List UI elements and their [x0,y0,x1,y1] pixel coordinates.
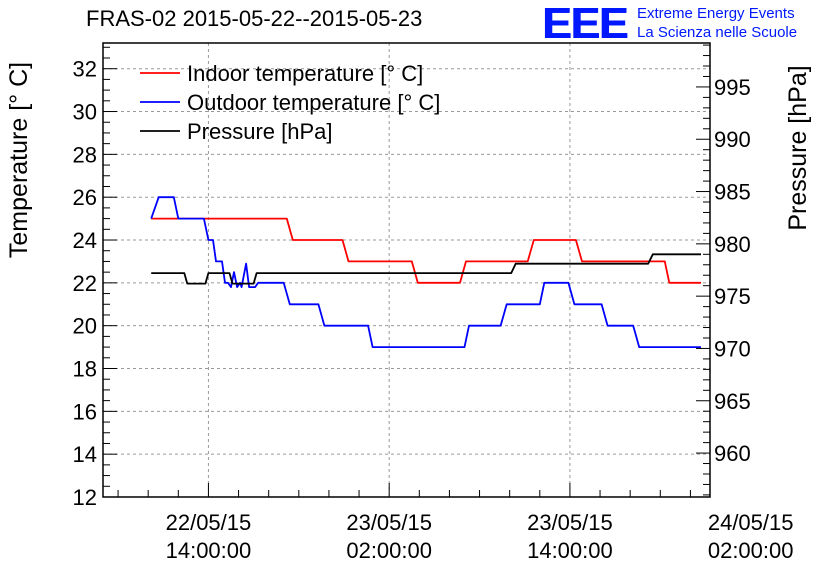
right-tick-label: 995 [714,75,751,100]
left-tick-label: 20 [73,314,97,339]
right-axis: 960 965 970 975 980 985 990 995 [696,44,751,496]
legend: Indoor temperature [° C] Outdoor temperat… [140,61,440,144]
plot-frame [102,42,711,498]
left-tick-label: 32 [73,57,97,82]
left-tick-label: 12 [73,485,97,510]
series-pressure-line [151,253,701,285]
right-tick-label: 990 [714,127,751,152]
x-tick-label-date: 23/05/15 [527,510,613,535]
left-tick-label: 18 [73,357,97,382]
x-tick-label-time: 02:00:00 [346,538,432,563]
left-tick-label: 24 [73,228,97,253]
x-tick-label-time: 14:00:00 [166,538,252,563]
right-tick-label: 980 [714,232,751,257]
left-axis: 12 14 16 18 20 22 24 26 28 30 32 [73,46,117,510]
right-tick-label: 985 [714,180,751,205]
grid [103,43,710,497]
y-axis-label-right: Pressure [hPa] [784,65,812,230]
left-tick-label: 14 [73,442,97,467]
x-tick-label-time: 14:00:00 [527,538,613,563]
right-tick-label: 970 [714,336,751,361]
left-tick-label: 22 [73,271,97,296]
legend-label: Pressure [hPa] [187,119,333,144]
x-tick-label-date: 23/05/15 [346,510,432,535]
chart-title: FRAS-02 2015-05-22--2015-05-23 [86,6,423,31]
eee-logo: EEE [542,0,628,48]
x-tick-label-date: 22/05/15 [166,510,252,535]
left-tick-label: 16 [73,399,97,424]
logo-line-1: Extreme Energy Events [637,5,795,22]
logo-line-2: La Scienza nelle Scuole [637,24,798,41]
series-outdoor-line [150,196,701,349]
legend-label: Indoor temperature [° C] [187,61,423,86]
x-tick-label-time: 02:00:00 [708,538,794,563]
series-layer [150,196,701,349]
left-tick-label: 26 [73,185,97,210]
right-tick-label: 960 [714,441,751,466]
legend-label: Outdoor temperature [° C] [187,90,440,115]
y-axis-label-left: Temperature [° C] [5,62,33,258]
series-indoor-line [151,217,701,284]
bottom-axis: 22/05/15 14:00:00 23/05/15 02:00:00 23/05/15… [117,483,794,563]
right-tick-label: 975 [714,284,751,309]
left-tick-label: 30 [73,100,97,125]
right-tick-label: 965 [714,389,751,414]
left-tick-label: 28 [73,142,97,167]
x-tick-label-date: 24/05/15 [708,510,794,535]
